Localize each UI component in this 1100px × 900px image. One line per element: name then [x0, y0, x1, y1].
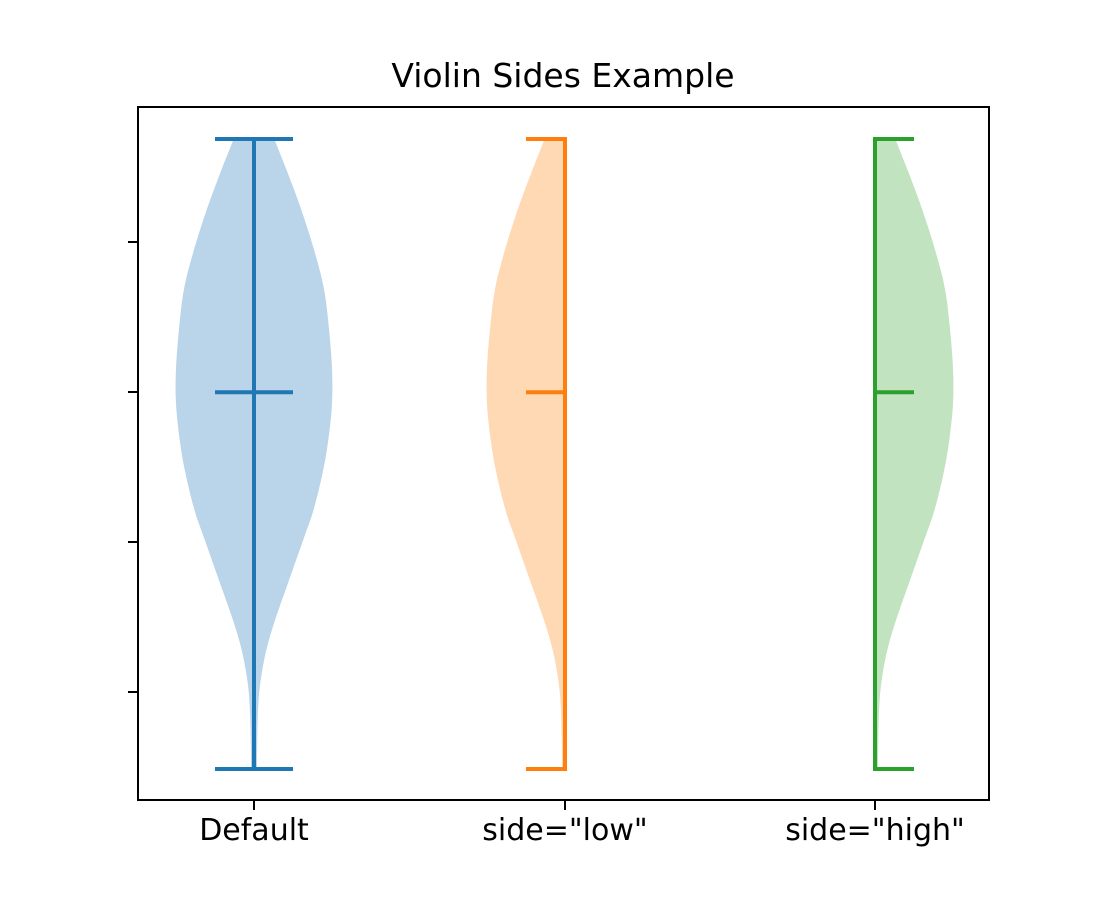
x-tick-label-default: Default	[199, 813, 309, 848]
x-tick-label-side-low: side="low"	[482, 813, 648, 848]
chart-title: Violin Sides Example	[391, 56, 735, 95]
violin-body-side-high	[875, 139, 954, 769]
violin-body-side-low	[486, 139, 565, 769]
axes-spines	[137, 106, 990, 801]
x-tick-label-side-high: side="high"	[785, 813, 965, 848]
